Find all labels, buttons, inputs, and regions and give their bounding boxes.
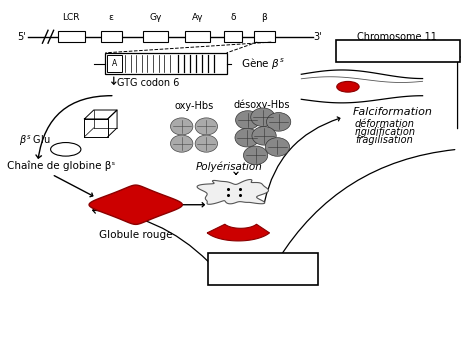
Bar	[185, 31, 211, 42]
Circle shape	[267, 113, 291, 131]
Text: 3': 3'	[313, 32, 322, 42]
Text: Globule rouge: Globule rouge	[99, 230, 172, 240]
Text: Aγ: Aγ	[192, 13, 203, 23]
Text: Chromosome 11: Chromosome 11	[357, 32, 437, 42]
Text: fragilisation: fragilisation	[355, 135, 413, 145]
Bar	[107, 55, 122, 72]
Text: Val: Val	[59, 145, 73, 154]
Circle shape	[251, 108, 275, 127]
Text: δ: δ	[230, 13, 236, 23]
Text: Gγ: Gγ	[149, 13, 161, 23]
Bar	[224, 31, 242, 42]
Ellipse shape	[337, 81, 359, 92]
Polygon shape	[197, 180, 269, 204]
Bar	[58, 31, 85, 42]
Text: Polyérisation: Polyérisation	[195, 162, 262, 172]
Bar	[143, 31, 169, 42]
Text: Anémie
hémolytique: Anémie hémolytique	[224, 258, 302, 280]
Ellipse shape	[51, 143, 81, 156]
Circle shape	[170, 135, 193, 152]
Bar	[101, 31, 122, 42]
Text: 5': 5'	[17, 32, 26, 42]
Text: oxy-Hbs: oxy-Hbs	[174, 101, 214, 111]
Circle shape	[170, 118, 193, 135]
Text: Falciformation: Falciformation	[353, 107, 432, 117]
Circle shape	[236, 111, 260, 129]
Circle shape	[195, 135, 218, 152]
FancyBboxPatch shape	[336, 40, 460, 62]
Text: ε: ε	[109, 13, 113, 23]
Text: déformation: déformation	[355, 119, 415, 129]
Polygon shape	[89, 185, 182, 224]
Text: rigidification: rigidification	[355, 127, 416, 137]
Circle shape	[195, 118, 218, 135]
Circle shape	[244, 146, 268, 165]
Text: désoxy-Hbs: désoxy-Hbs	[234, 99, 290, 110]
Text: Vaso-occlusion: Vaso-occlusion	[352, 46, 445, 56]
Text: Gène $\beta^s$: Gène $\beta^s$	[241, 56, 284, 71]
Polygon shape	[207, 224, 270, 241]
Circle shape	[265, 138, 289, 156]
FancyBboxPatch shape	[208, 253, 318, 285]
Text: A: A	[112, 59, 118, 68]
Text: GTG codon 6: GTG codon 6	[117, 78, 179, 88]
Text: $\beta^s$ Glu: $\beta^s$ Glu	[19, 133, 51, 148]
Bar	[254, 31, 275, 42]
Circle shape	[235, 129, 259, 147]
Text: LCR: LCR	[63, 13, 80, 23]
Circle shape	[252, 127, 276, 145]
Text: • •: • •	[225, 189, 233, 193]
Text: β: β	[261, 13, 267, 23]
Text: Chaîne de globine βˢ: Chaîne de globine βˢ	[8, 160, 116, 171]
Bar	[105, 53, 227, 74]
